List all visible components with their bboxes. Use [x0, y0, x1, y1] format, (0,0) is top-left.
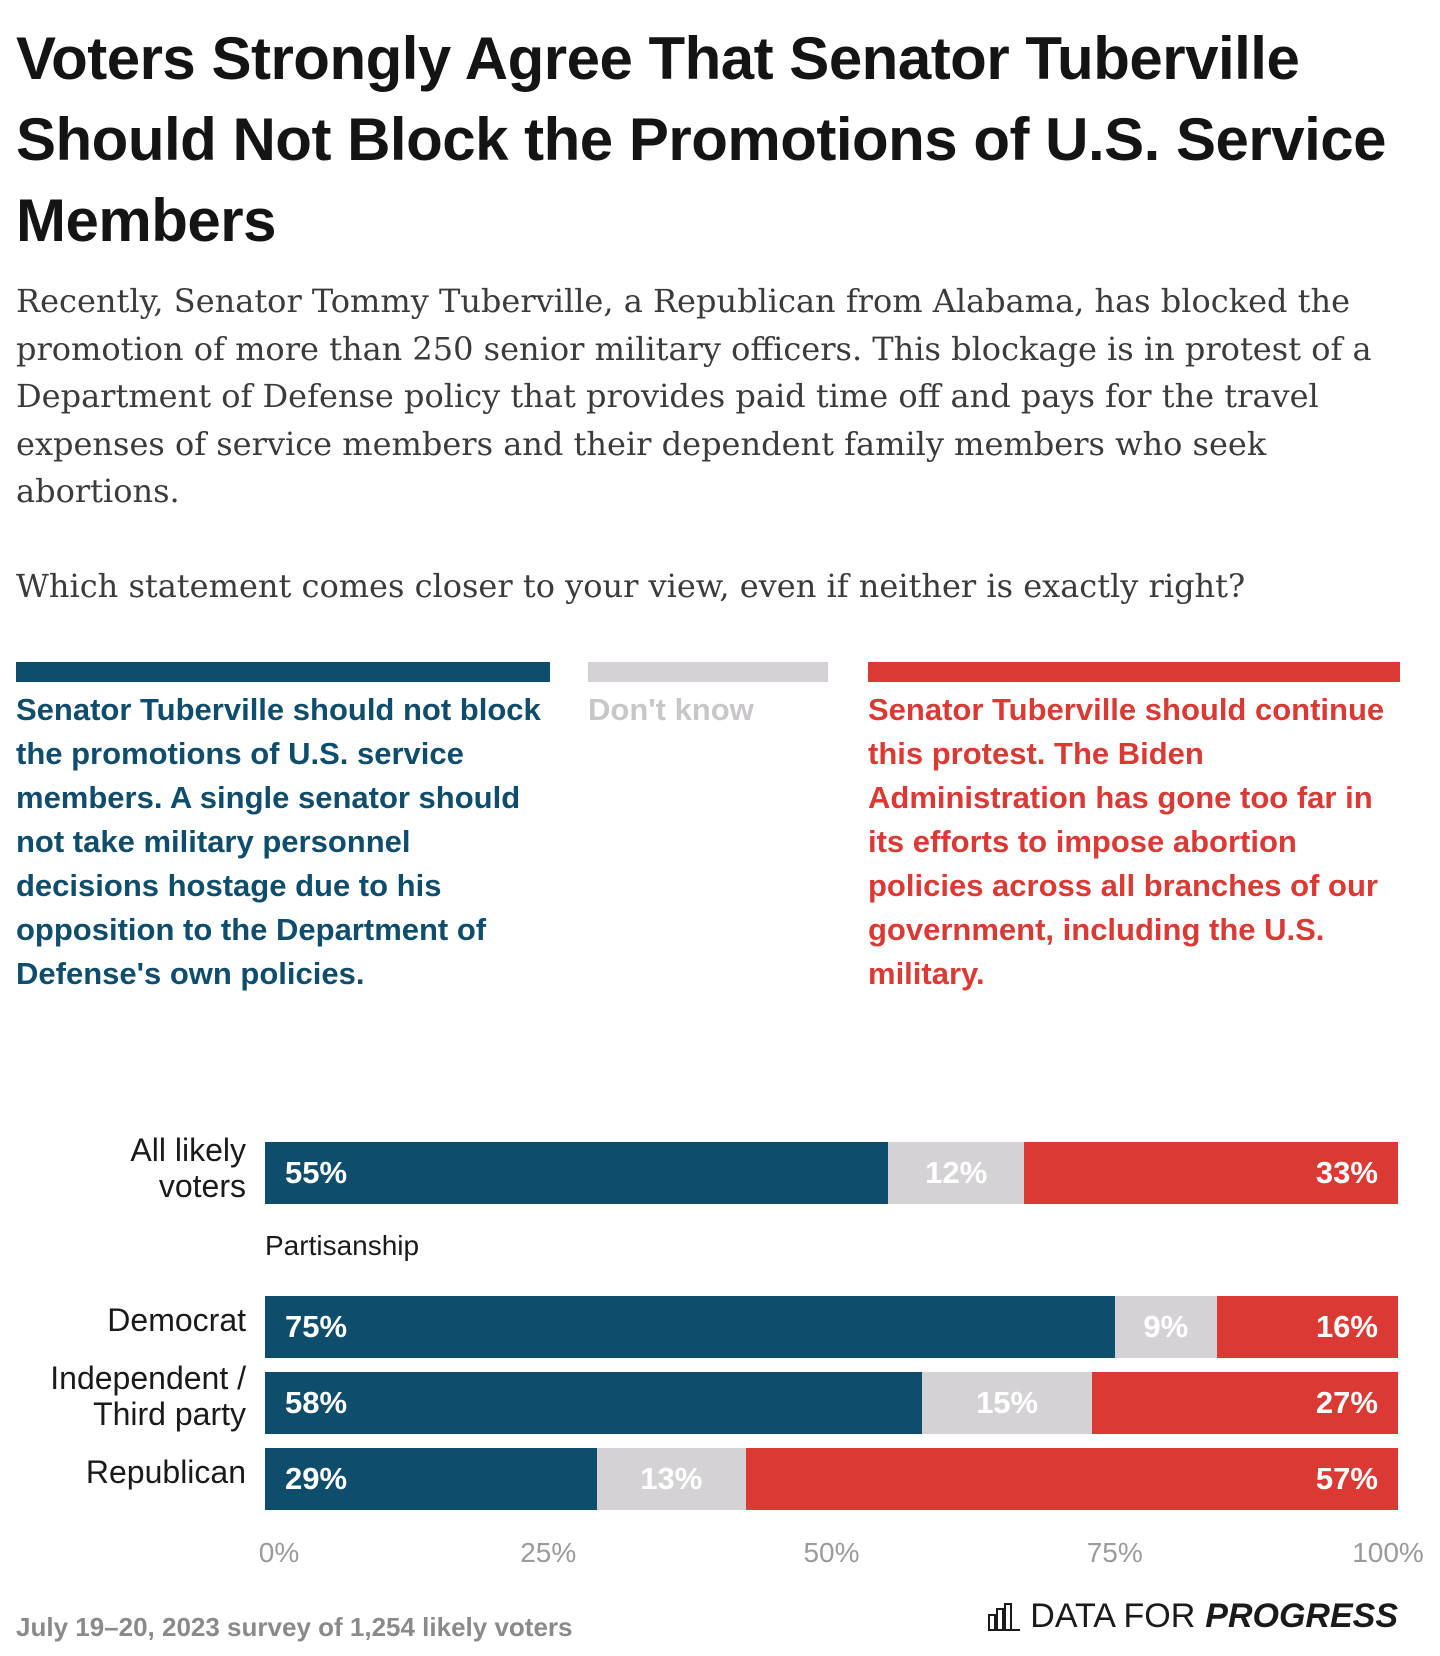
data-label: 57% — [1315, 1461, 1378, 1496]
bar-segment-dont-know: 12% — [888, 1142, 1025, 1204]
legend-swatch-dont-know — [588, 662, 828, 682]
brand-bold: PROGRESS — [1205, 1597, 1398, 1635]
row-label-independent: Independent / Third party — [50, 1360, 246, 1432]
bar-chart-logo-icon — [988, 1602, 1021, 1631]
x-tick-label: 100% — [1352, 1537, 1424, 1568]
data-label: 15% — [976, 1385, 1039, 1420]
x-tick-label: 50% — [803, 1537, 860, 1568]
bar-segment-continue: 33% — [1024, 1142, 1398, 1204]
row-label-republican: Republican — [85, 1454, 246, 1490]
x-tick-label: 0% — [258, 1537, 300, 1568]
x-tick-label: 75% — [1086, 1537, 1143, 1568]
data-label: 33% — [1315, 1155, 1378, 1190]
footer-note: July 19–20, 2023 survey of 1,254 likely … — [16, 1612, 573, 1642]
legend-label-dont-know: Don't know — [588, 692, 754, 727]
data-label: 75% — [285, 1309, 348, 1344]
data-label: 16% — [1315, 1309, 1378, 1344]
legend-swatch-agree — [16, 662, 550, 682]
row-label-independent-line2: Third party — [93, 1396, 246, 1432]
legend-label-continue: Senator Tuberville should continue this … — [868, 692, 1385, 991]
bar-row-republican: 29% 13% 57% — [265, 1448, 1398, 1510]
chart-title: Voters Strongly Agree That Senator Tuber… — [16, 25, 1387, 254]
data-label: 9% — [1143, 1309, 1189, 1344]
brand-light: DATA FOR — [1030, 1597, 1196, 1635]
bar-row-democrat: 75% 9% 16% — [265, 1296, 1398, 1358]
data-label: 13% — [640, 1461, 703, 1496]
x-tick-label: 25% — [520, 1537, 577, 1568]
data-label: 29% — [285, 1461, 348, 1496]
data-label: 27% — [1315, 1385, 1378, 1420]
bar-segment-continue: 27% — [1092, 1372, 1398, 1434]
brand-logo: DATA FOR PROGRESS — [988, 1597, 1398, 1636]
bar-segment-agree: 29% — [265, 1448, 597, 1510]
bar-segment-agree: 55% — [265, 1142, 889, 1204]
row-label-all: All likely voters — [130, 1132, 246, 1204]
bar-row-independent: 58% 15% 27% — [265, 1372, 1398, 1434]
bar-segment-dont-know: 15% — [922, 1372, 1093, 1434]
intro-text: Recently, Senator Tommy Tuberville, a Re… — [16, 282, 1372, 510]
row-label-all-line2: voters — [158, 1168, 246, 1204]
bar-segment-agree: 58% — [265, 1372, 923, 1434]
bar-segment-dont-know: 9% — [1114, 1296, 1217, 1358]
legend-swatch-continue — [868, 662, 1400, 682]
row-label-democrat: Democrat — [107, 1302, 246, 1338]
bar-segment-continue: 16% — [1216, 1296, 1398, 1358]
data-label: 55% — [285, 1155, 348, 1190]
bar-segment-agree: 75% — [265, 1296, 1115, 1358]
data-label: 12% — [925, 1155, 988, 1190]
bar-segment-dont-know: 13% — [596, 1448, 746, 1510]
bar-row-all-likely-voters: 55% 12% 33% — [265, 1142, 1398, 1204]
row-label-all-line1: All likely — [130, 1132, 246, 1168]
question-text: Which statement comes closer to your vie… — [16, 567, 1246, 605]
data-label: 58% — [285, 1385, 348, 1420]
section-label-partisanship: Partisanship — [265, 1230, 420, 1261]
bar-segment-continue: 57% — [745, 1448, 1398, 1510]
legend-label-agree: Senator Tuberville should not block the … — [16, 692, 541, 991]
row-label-independent-line1: Independent / — [50, 1360, 246, 1396]
